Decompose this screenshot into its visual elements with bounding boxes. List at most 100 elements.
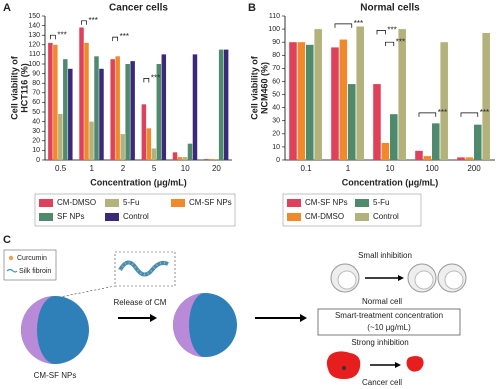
key-label: Silk fibroin bbox=[19, 268, 51, 275]
nanoparticle-shell bbox=[173, 293, 205, 357]
caption: Small inhibition bbox=[358, 251, 412, 260]
legend-label: 5-Fu bbox=[373, 198, 389, 207]
bar bbox=[390, 114, 398, 160]
significance-label: *** bbox=[438, 108, 447, 117]
legend-swatch bbox=[39, 213, 53, 221]
bar bbox=[141, 104, 147, 160]
diagram: Curcumin Silk fibroin CM-SF NPs Release … bbox=[3, 249, 467, 387]
bar bbox=[58, 113, 63, 160]
bar bbox=[213, 159, 219, 160]
significance-bracket bbox=[418, 112, 437, 117]
x-tick-label: 100 bbox=[425, 164, 439, 173]
y-tick-label: 150 bbox=[28, 13, 40, 20]
bar bbox=[415, 150, 423, 160]
significance-bracket bbox=[376, 30, 386, 35]
significance-label: *** bbox=[387, 26, 396, 35]
bar bbox=[120, 134, 125, 160]
arrowhead bbox=[150, 314, 157, 322]
significance-label: *** bbox=[120, 32, 129, 41]
caption: Strong inhibition bbox=[351, 338, 408, 347]
bar bbox=[482, 33, 490, 160]
significance-label: *** bbox=[396, 37, 405, 46]
key-label: Curcumin bbox=[17, 255, 47, 262]
arrowhead bbox=[300, 314, 307, 322]
arrowhead bbox=[398, 275, 404, 281]
cancer-cell bbox=[326, 351, 361, 379]
x-tick-label: 0.1 bbox=[300, 164, 312, 173]
legend-swatch bbox=[171, 199, 185, 207]
bar bbox=[130, 61, 135, 161]
legend-box bbox=[282, 193, 422, 227]
legend-swatch bbox=[39, 199, 53, 207]
fibroin-chain bbox=[118, 260, 169, 277]
bar bbox=[187, 143, 193, 160]
y-tick-label: 80 bbox=[272, 52, 280, 59]
bar bbox=[89, 121, 94, 160]
nucleus bbox=[342, 366, 346, 370]
legend-swatch bbox=[287, 199, 301, 207]
bar bbox=[339, 39, 348, 160]
nucleus bbox=[414, 270, 434, 290]
bar bbox=[218, 49, 224, 160]
bar bbox=[314, 29, 322, 160]
legend-swatch bbox=[355, 199, 369, 207]
bar bbox=[68, 68, 73, 160]
bar bbox=[297, 42, 306, 160]
bar bbox=[289, 42, 297, 160]
bar bbox=[63, 59, 68, 161]
bar bbox=[161, 54, 167, 160]
bar bbox=[53, 44, 58, 160]
x-tick-label: 10 bbox=[386, 164, 395, 173]
bar bbox=[381, 142, 390, 160]
bar bbox=[146, 128, 152, 160]
legend-label: Control bbox=[123, 212, 149, 221]
y-tick-label: 10 bbox=[272, 144, 280, 151]
bar bbox=[423, 156, 432, 160]
x-tick-label: 20 bbox=[212, 164, 221, 173]
y-tick-label: 140 bbox=[28, 22, 40, 29]
y-tick-label: 70 bbox=[32, 90, 40, 97]
bar bbox=[203, 159, 209, 160]
caption: (~10 μg/mL) bbox=[367, 323, 411, 332]
bar bbox=[182, 157, 188, 160]
legend-swatch bbox=[105, 199, 119, 207]
bar bbox=[223, 49, 229, 160]
x-tick-label: 2 bbox=[121, 164, 126, 173]
legend-label: CM-SF NPs bbox=[189, 198, 232, 207]
bar bbox=[457, 157, 465, 160]
y-axis-label: HCT116 (%) bbox=[19, 63, 29, 113]
panel-label: B bbox=[248, 2, 256, 14]
bar bbox=[348, 84, 356, 160]
bar bbox=[192, 54, 198, 160]
y-tick-label: 100 bbox=[268, 26, 280, 33]
significance-bracket bbox=[460, 112, 479, 117]
y-axis-label: NCM460 (%) bbox=[259, 62, 269, 114]
significance-bracket bbox=[385, 41, 395, 47]
significance-label: *** bbox=[480, 108, 489, 117]
bar bbox=[94, 56, 99, 160]
legend-label: SF NPs bbox=[57, 212, 85, 221]
y-axis-label: Cell viability of bbox=[249, 55, 259, 120]
zoom-line bbox=[54, 285, 116, 299]
legend-label: CM-DMSO bbox=[305, 212, 344, 221]
arrowhead bbox=[395, 362, 401, 368]
y-tick-label: 10 bbox=[32, 147, 40, 154]
bar bbox=[110, 59, 115, 161]
bar bbox=[432, 123, 440, 160]
significance-bracket bbox=[81, 20, 87, 25]
fibroin-icon bbox=[6, 268, 18, 273]
y-tick-label: 30 bbox=[32, 128, 40, 135]
caption: Normal cell bbox=[362, 297, 402, 306]
y-axis-label: Cell viability of bbox=[9, 55, 19, 120]
y-tick-label: 60 bbox=[32, 99, 40, 106]
bar bbox=[84, 42, 89, 160]
bar bbox=[79, 27, 84, 160]
significance-bracket bbox=[50, 34, 56, 40]
bar bbox=[440, 42, 448, 160]
legend-label: CM-SF NPs bbox=[305, 198, 348, 207]
concentration-box bbox=[317, 308, 461, 336]
bar bbox=[48, 42, 53, 160]
x-axis-label: Concentration (μg/mL) bbox=[90, 177, 187, 187]
legend-box bbox=[34, 193, 236, 227]
